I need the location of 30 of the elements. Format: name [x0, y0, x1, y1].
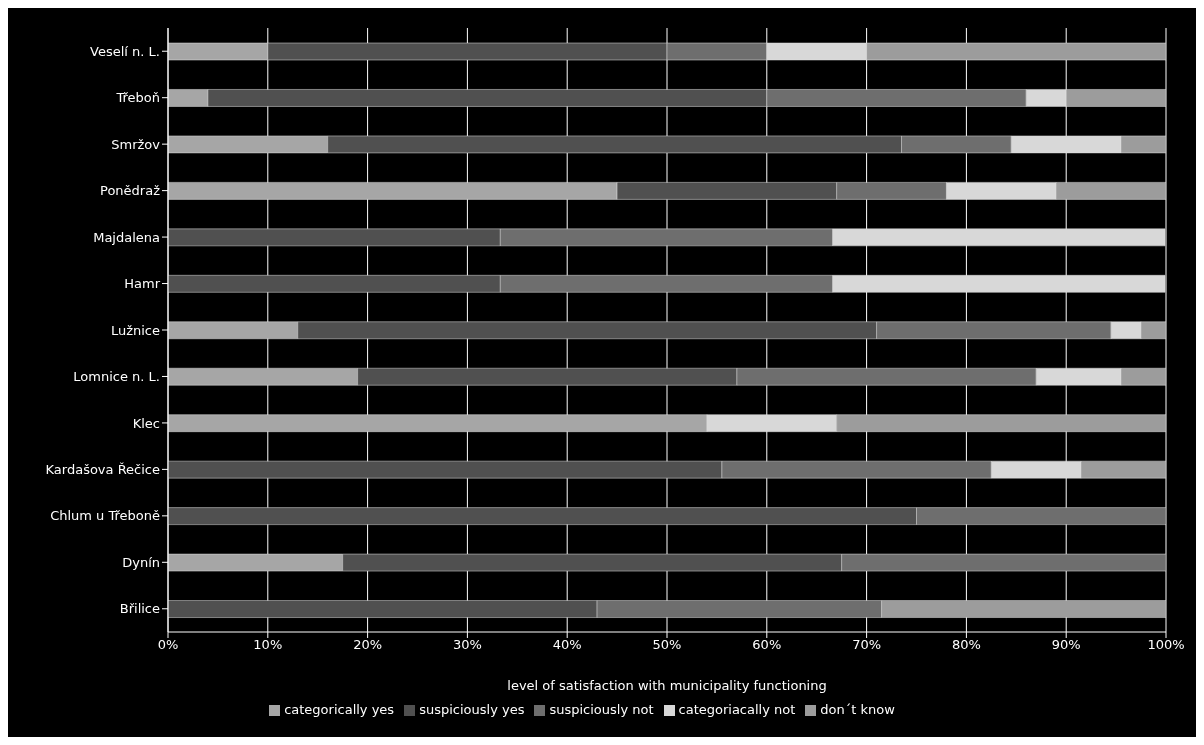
x-tick-label: 70%	[852, 637, 882, 653]
y-tick-label: Majdalena	[93, 229, 160, 245]
y-tick-label: Lomnice n. L.	[73, 369, 160, 385]
legend-label: categorically yes	[284, 702, 395, 717]
x-tick-label: 90%	[1051, 637, 1081, 653]
legend-label: don´t know	[820, 702, 895, 717]
y-tick-label: Břilice	[119, 601, 160, 617]
legend-label: suspiciously not	[549, 702, 654, 717]
y-tick-label: Veselí n. L.	[90, 43, 160, 59]
y-tick-label: Třeboň	[115, 90, 160, 106]
x-tick-label: 80%	[951, 637, 981, 653]
x-tick-label: 30%	[452, 637, 482, 653]
x-axis-title: level of satisfaction with municipality functioning	[507, 678, 827, 693]
y-tick-label: Smržov	[111, 136, 161, 152]
x-tick-label: 60%	[752, 637, 782, 653]
x-tick-label: 10%	[253, 637, 283, 653]
x-tick-label: 0%	[157, 637, 179, 653]
y-tick-label: Ponědraž	[100, 183, 161, 199]
x-tick-label: 100%	[1147, 637, 1185, 653]
y-tick-label: Lužnice	[110, 322, 160, 338]
x-tick-label: 40%	[552, 637, 582, 653]
y-tick-label: Dynín	[122, 554, 160, 570]
y-tick-label: Kardašova Řečice	[45, 462, 160, 477]
y-tick-label: Chlum u Třeboně	[50, 508, 160, 524]
y-tick-label: Klec	[132, 415, 160, 431]
x-tick-label: 50%	[652, 637, 682, 653]
y-tick-label: Hamr	[124, 276, 161, 292]
x-tick-label: 20%	[353, 637, 383, 653]
legend-label: suspiciously yes	[419, 702, 525, 717]
legend-label: categoriacally not	[678, 702, 796, 717]
